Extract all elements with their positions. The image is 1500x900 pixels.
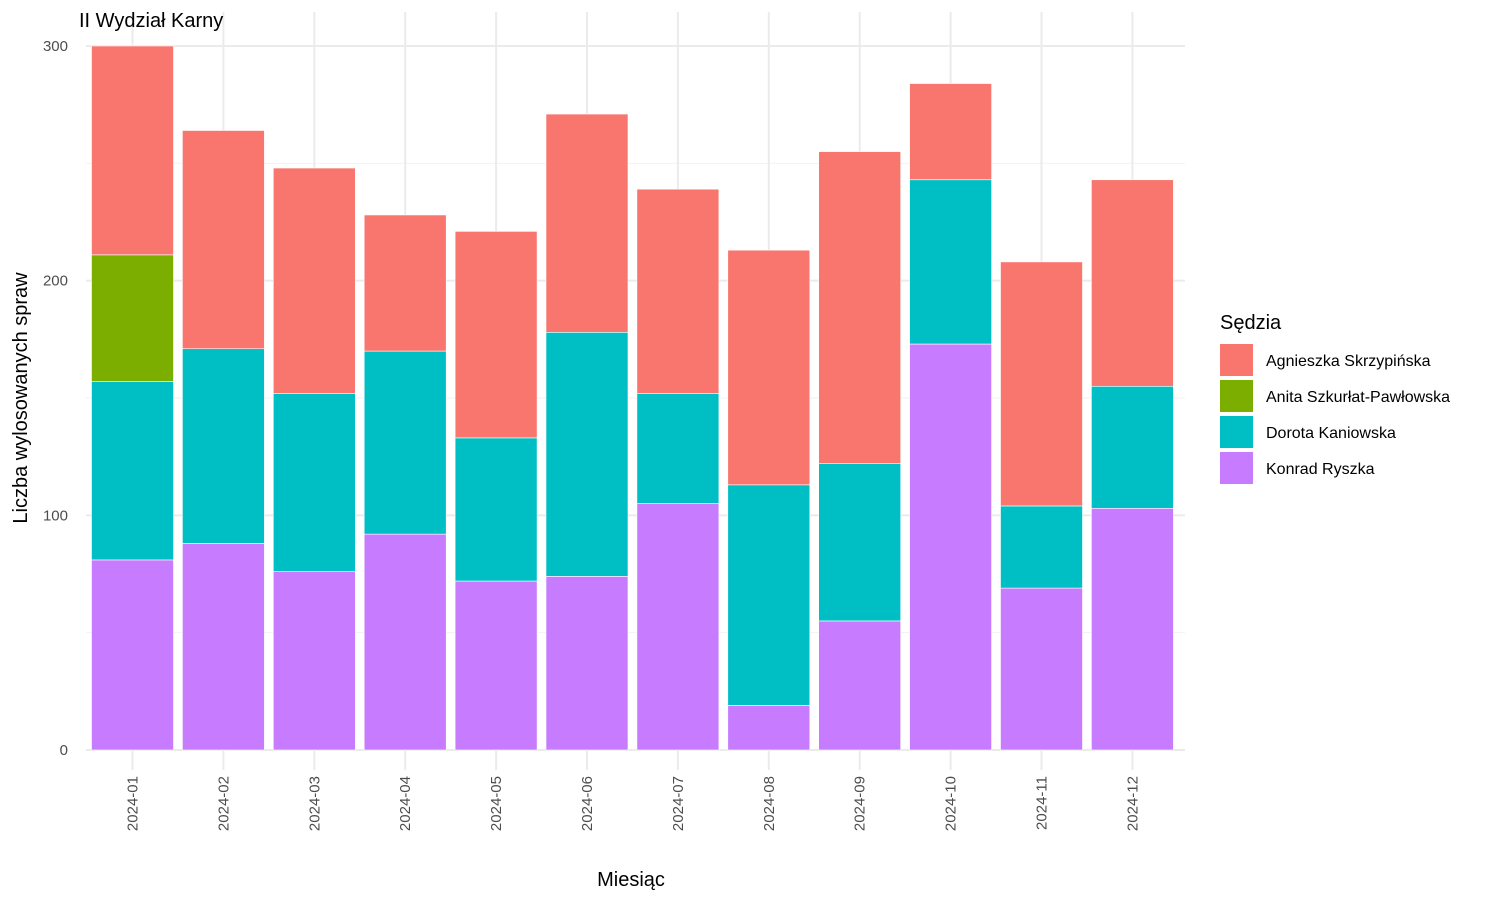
bar-segment: [272, 571, 356, 751]
legend-label: Agnieszka Skrzypińska: [1266, 353, 1431, 370]
bar-segment: [818, 463, 902, 622]
bar-segment: [1000, 587, 1083, 751]
legend-label: Dorota Kaniowska: [1266, 425, 1396, 442]
bar-segment: [818, 151, 902, 465]
bar-segment: [909, 83, 992, 181]
bar-segment: [363, 350, 447, 535]
bar-segment: [363, 533, 447, 751]
bar-segment: [909, 179, 992, 345]
bar-segment: [818, 620, 902, 751]
x-tick-label: 2024-01: [125, 776, 142, 831]
x-tick-label: 2024-10: [943, 776, 960, 831]
x-tick-label: 2024-11: [1034, 776, 1051, 830]
legend-key: [1220, 380, 1253, 412]
x-tick-label: 2024-12: [1124, 776, 1141, 831]
bar-segment: [454, 437, 538, 582]
x-tick-label: 2024-07: [670, 776, 687, 831]
x-tick-label: 2024-05: [488, 776, 505, 831]
bar-segment: [91, 381, 174, 561]
legend-key: [1220, 452, 1253, 484]
bar-segment: [636, 188, 720, 394]
y-axis-title: Liczba wylosowanych spraw: [10, 272, 32, 524]
bar-segment: [454, 231, 538, 439]
bar-segment: [727, 705, 811, 751]
bar-segment: [182, 348, 265, 544]
legend-label: Anita Szkurłat-Pawłowska: [1266, 389, 1450, 406]
bar-segment: [91, 254, 174, 382]
x-tick-label: 2024-04: [397, 776, 414, 831]
bar-segment: [545, 331, 629, 577]
bar-segment: [1091, 385, 1174, 509]
bar-segment: [727, 484, 811, 706]
bar-segment: [545, 113, 629, 333]
bar-segment: [363, 214, 447, 352]
y-tick-label: 0: [60, 742, 68, 759]
bar-segment: [636, 503, 720, 751]
x-tick-label: 2024-02: [215, 776, 232, 831]
bar-segment: [272, 393, 356, 572]
bar-segment: [1000, 505, 1083, 589]
x-axis-title: Miesiąc: [597, 869, 665, 891]
legend: Sędzia Agnieszka Skrzypińska Anita Szkurł…: [1220, 312, 1450, 484]
bar-segment: [909, 343, 992, 751]
y-axis-ticks: 0 100 200 300: [43, 38, 68, 759]
x-tick-label: 2024-09: [852, 776, 869, 831]
bar-segment: [182, 543, 265, 751]
bar-segment: [182, 130, 265, 350]
legend-title: Sędzia: [1220, 312, 1282, 334]
legend-key: [1220, 344, 1253, 376]
bar-segment: [91, 45, 174, 256]
x-tick-label: 2024-06: [579, 776, 596, 831]
bar-segment: [1000, 261, 1083, 507]
bar-segment: [272, 167, 356, 394]
bar-segment: [454, 580, 538, 751]
bar-segment: [636, 393, 720, 504]
bar-segment: [1091, 179, 1174, 387]
bar-segment: [727, 249, 811, 486]
legend-key: [1220, 416, 1253, 448]
y-tick-label: 300: [43, 38, 68, 55]
x-tick-label: 2024-03: [306, 776, 323, 831]
bars: [91, 45, 1174, 751]
chart-title: II Wydział Karny: [79, 10, 223, 32]
y-tick-label: 200: [43, 273, 68, 290]
bar-segment: [545, 576, 629, 751]
legend-label: Konrad Ryszka: [1266, 461, 1375, 478]
bar-segment: [91, 559, 174, 751]
y-tick-label: 100: [43, 507, 68, 524]
x-tick-label: 2024-08: [761, 776, 778, 831]
bar-segment: [1091, 507, 1174, 751]
x-axis-ticks: 2024-01 2024-02 2024-03 2024-04 2024-05 2024-…: [125, 776, 1142, 831]
